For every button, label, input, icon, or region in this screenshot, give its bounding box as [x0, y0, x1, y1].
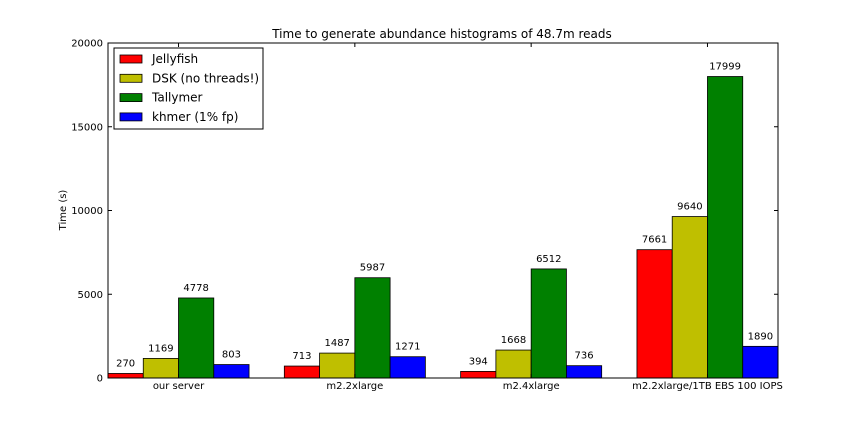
data-label: 736: [575, 351, 594, 362]
legend-swatch: [119, 54, 143, 64]
bar-khmer-1-fp-0: [213, 364, 250, 379]
y-tick-label: 5000: [78, 290, 103, 301]
data-label: 9640: [677, 202, 702, 213]
legend-entry-label: khmer (1% fp): [152, 110, 238, 124]
bars-group: [107, 76, 779, 379]
data-label: 7661: [642, 235, 667, 246]
legend-swatch: [119, 93, 143, 102]
data-label: 5987: [360, 263, 385, 274]
data-label: 394: [469, 356, 488, 367]
bar-dsk-no-threads-3: [671, 216, 708, 379]
data-label: 803: [222, 350, 241, 361]
y-tick-label: 0: [97, 374, 103, 385]
bar-dsk-no-threads-2: [495, 349, 532, 379]
data-label: 270: [116, 358, 135, 369]
y-axis-label: Time (s): [58, 190, 69, 232]
y-tick-label: 10000: [71, 206, 103, 217]
bar-tallymer-2: [530, 268, 567, 379]
axis-ticks-group: 0 5000 10000 15000 20000 our server m2.2xlarge…: [71, 39, 783, 393]
bar-tallymer-1: [354, 277, 391, 379]
legend-entry-label: Jellyfish: [151, 52, 198, 66]
x-tick-label: our server: [153, 381, 205, 392]
data-label: 713: [292, 351, 311, 362]
bar-dsk-no-threads-1: [319, 352, 356, 379]
x-tick-label: m2.2xlarge/1TB EBS 100 IOPS: [632, 381, 783, 392]
bar-jellyfish-0: [107, 373, 144, 379]
bar-jellyfish-2: [460, 371, 497, 379]
data-label: 1169: [148, 343, 173, 354]
chart-title: Time to generate abundance histograms of…: [271, 27, 612, 41]
data-labels-group: 270 713 394 7661 1169 1487 1668 9640 4778 5987 651…: [116, 62, 773, 370]
legend-swatch: [119, 73, 143, 83]
plot-frame: [107, 42, 779, 379]
y-tick-label: 15000: [71, 122, 103, 133]
x-tick-label: m2.4xlarge: [503, 381, 560, 392]
bar-khmer-1-fp-3: [742, 345, 779, 379]
legend: Jellyfish DSK (no threads!) Tallymer khmer …: [113, 47, 264, 130]
data-label: 1271: [395, 342, 420, 353]
data-label: 4778: [183, 283, 208, 294]
bar-khmer-1-fp-1: [389, 356, 426, 379]
bar-jellyfish-3: [636, 249, 673, 379]
data-label: 1890: [748, 331, 773, 342]
x-tick-label: m2.2xlarge: [326, 381, 383, 392]
legend-entry-label: Tallymer: [151, 91, 203, 105]
legend-swatch: [119, 112, 143, 122]
bar-khmer-1-fp-2: [566, 365, 603, 379]
bar-tallymer-0: [178, 297, 215, 379]
y-tick-label: 20000: [71, 39, 103, 50]
data-label: 1668: [501, 335, 526, 346]
data-label: 6512: [536, 254, 561, 265]
bar-jellyfish-1: [283, 365, 320, 379]
bar-dsk-no-threads-0: [142, 358, 179, 379]
legend-entry-label: DSK (no threads!): [152, 71, 259, 85]
bar-tallymer-3: [707, 76, 744, 379]
data-label: 17999: [709, 62, 741, 73]
data-label: 1487: [324, 338, 349, 349]
